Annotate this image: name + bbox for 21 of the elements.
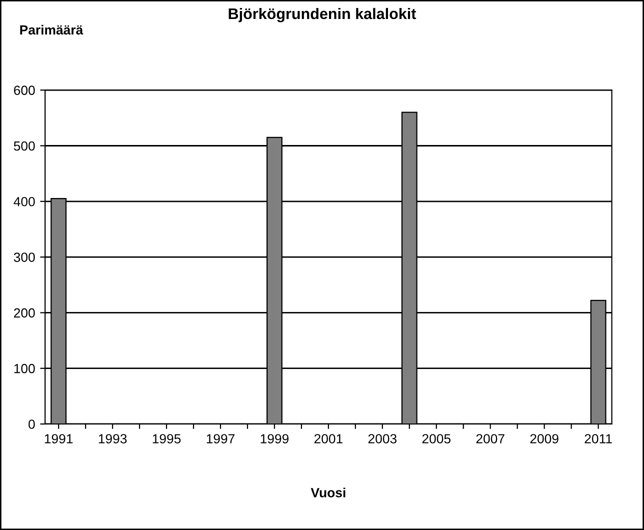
x-tick-label: 1993 bbox=[98, 434, 127, 444]
x-tick-label: 2009 bbox=[530, 434, 558, 444]
x-tick-label: 2011 bbox=[584, 434, 612, 444]
y-tick-label: 500 bbox=[14, 141, 35, 151]
y-tick-label: 400 bbox=[14, 196, 35, 206]
x-tick-label: 1999 bbox=[260, 434, 289, 444]
x-tick-label: 2003 bbox=[368, 434, 397, 444]
y-axis-title: Parimäärä bbox=[20, 24, 84, 35]
x-tick-label: 1991 bbox=[44, 434, 73, 444]
chart-title: Björkögrundenin kalalokit bbox=[228, 8, 416, 22]
x-tick-label: 1995 bbox=[152, 434, 181, 444]
x-tick-label: 2005 bbox=[422, 434, 451, 444]
x-tick-label: 2001 bbox=[314, 434, 342, 444]
x-axis-title: Vuosi bbox=[310, 488, 346, 498]
y-tick-label: 0 bbox=[28, 420, 35, 429]
y-tick-label: 300 bbox=[14, 252, 35, 262]
y-tick-label: 600 bbox=[14, 86, 35, 96]
x-tick-label: 2007 bbox=[476, 434, 504, 444]
y-tick-label: 200 bbox=[14, 308, 35, 318]
x-tick-label: 1997 bbox=[206, 434, 235, 444]
y-tick-label: 100 bbox=[14, 364, 35, 374]
